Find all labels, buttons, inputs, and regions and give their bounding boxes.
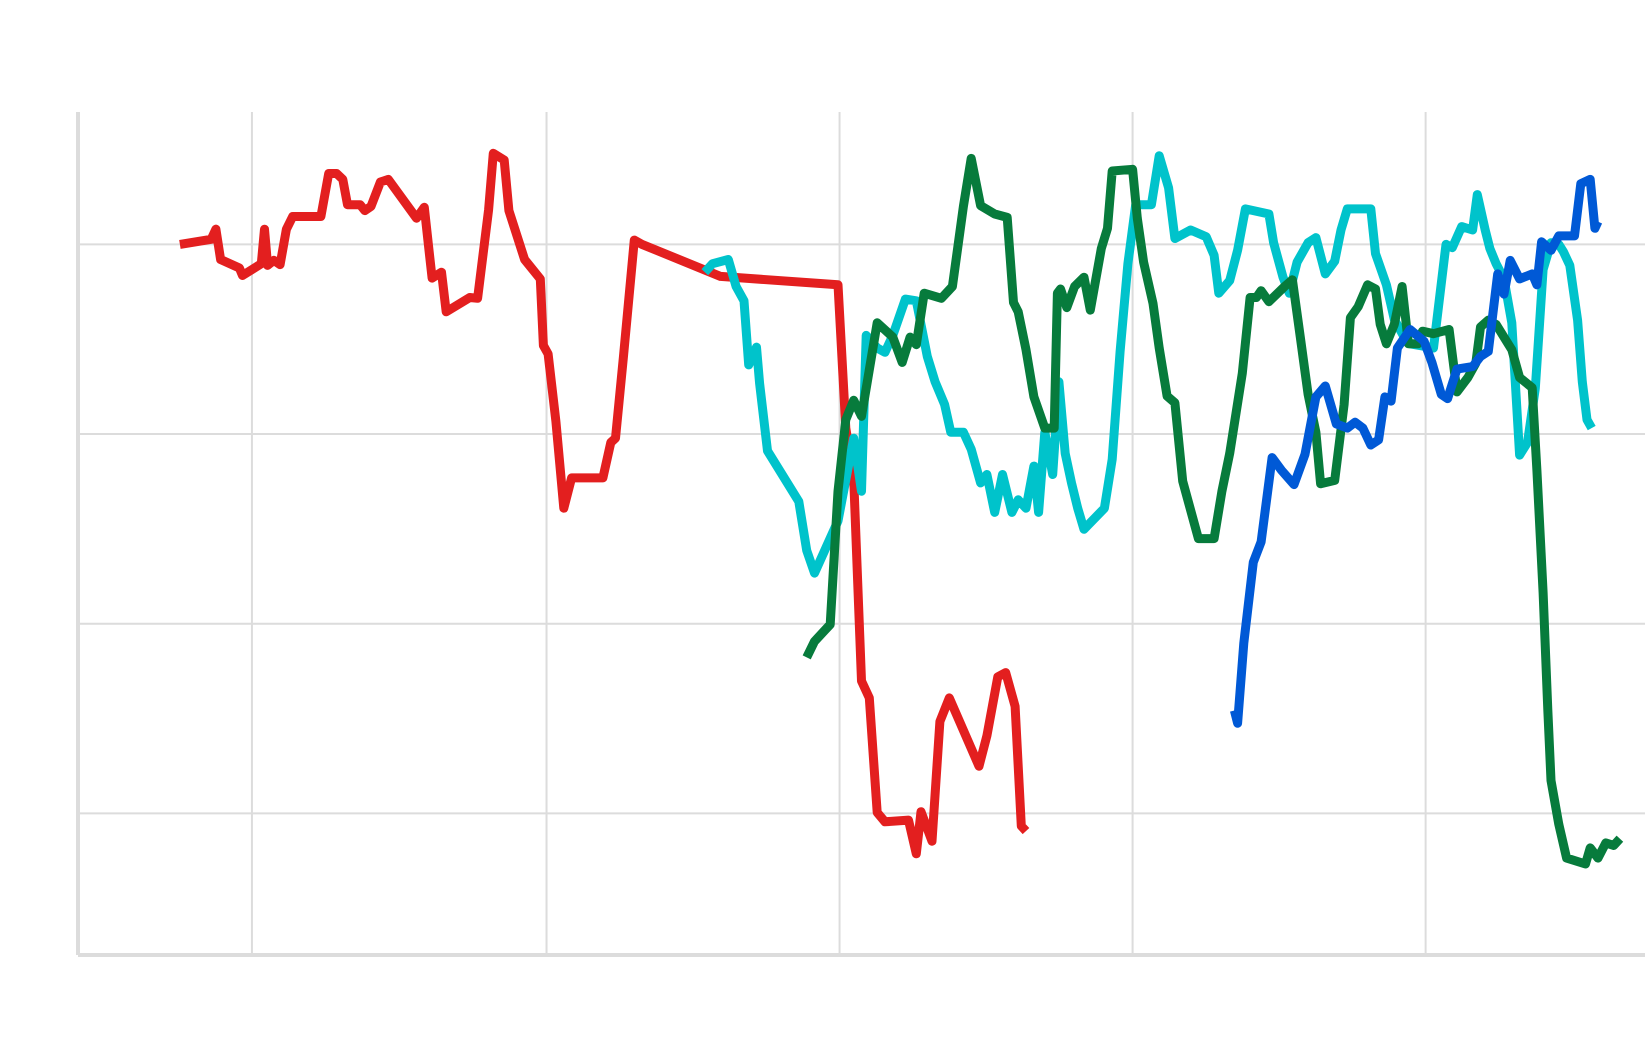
series-lines [179, 148, 1624, 869]
series-line-2 [701, 151, 1596, 578]
series-line-4 [1230, 174, 1603, 728]
series-line-1 [179, 148, 1030, 859]
